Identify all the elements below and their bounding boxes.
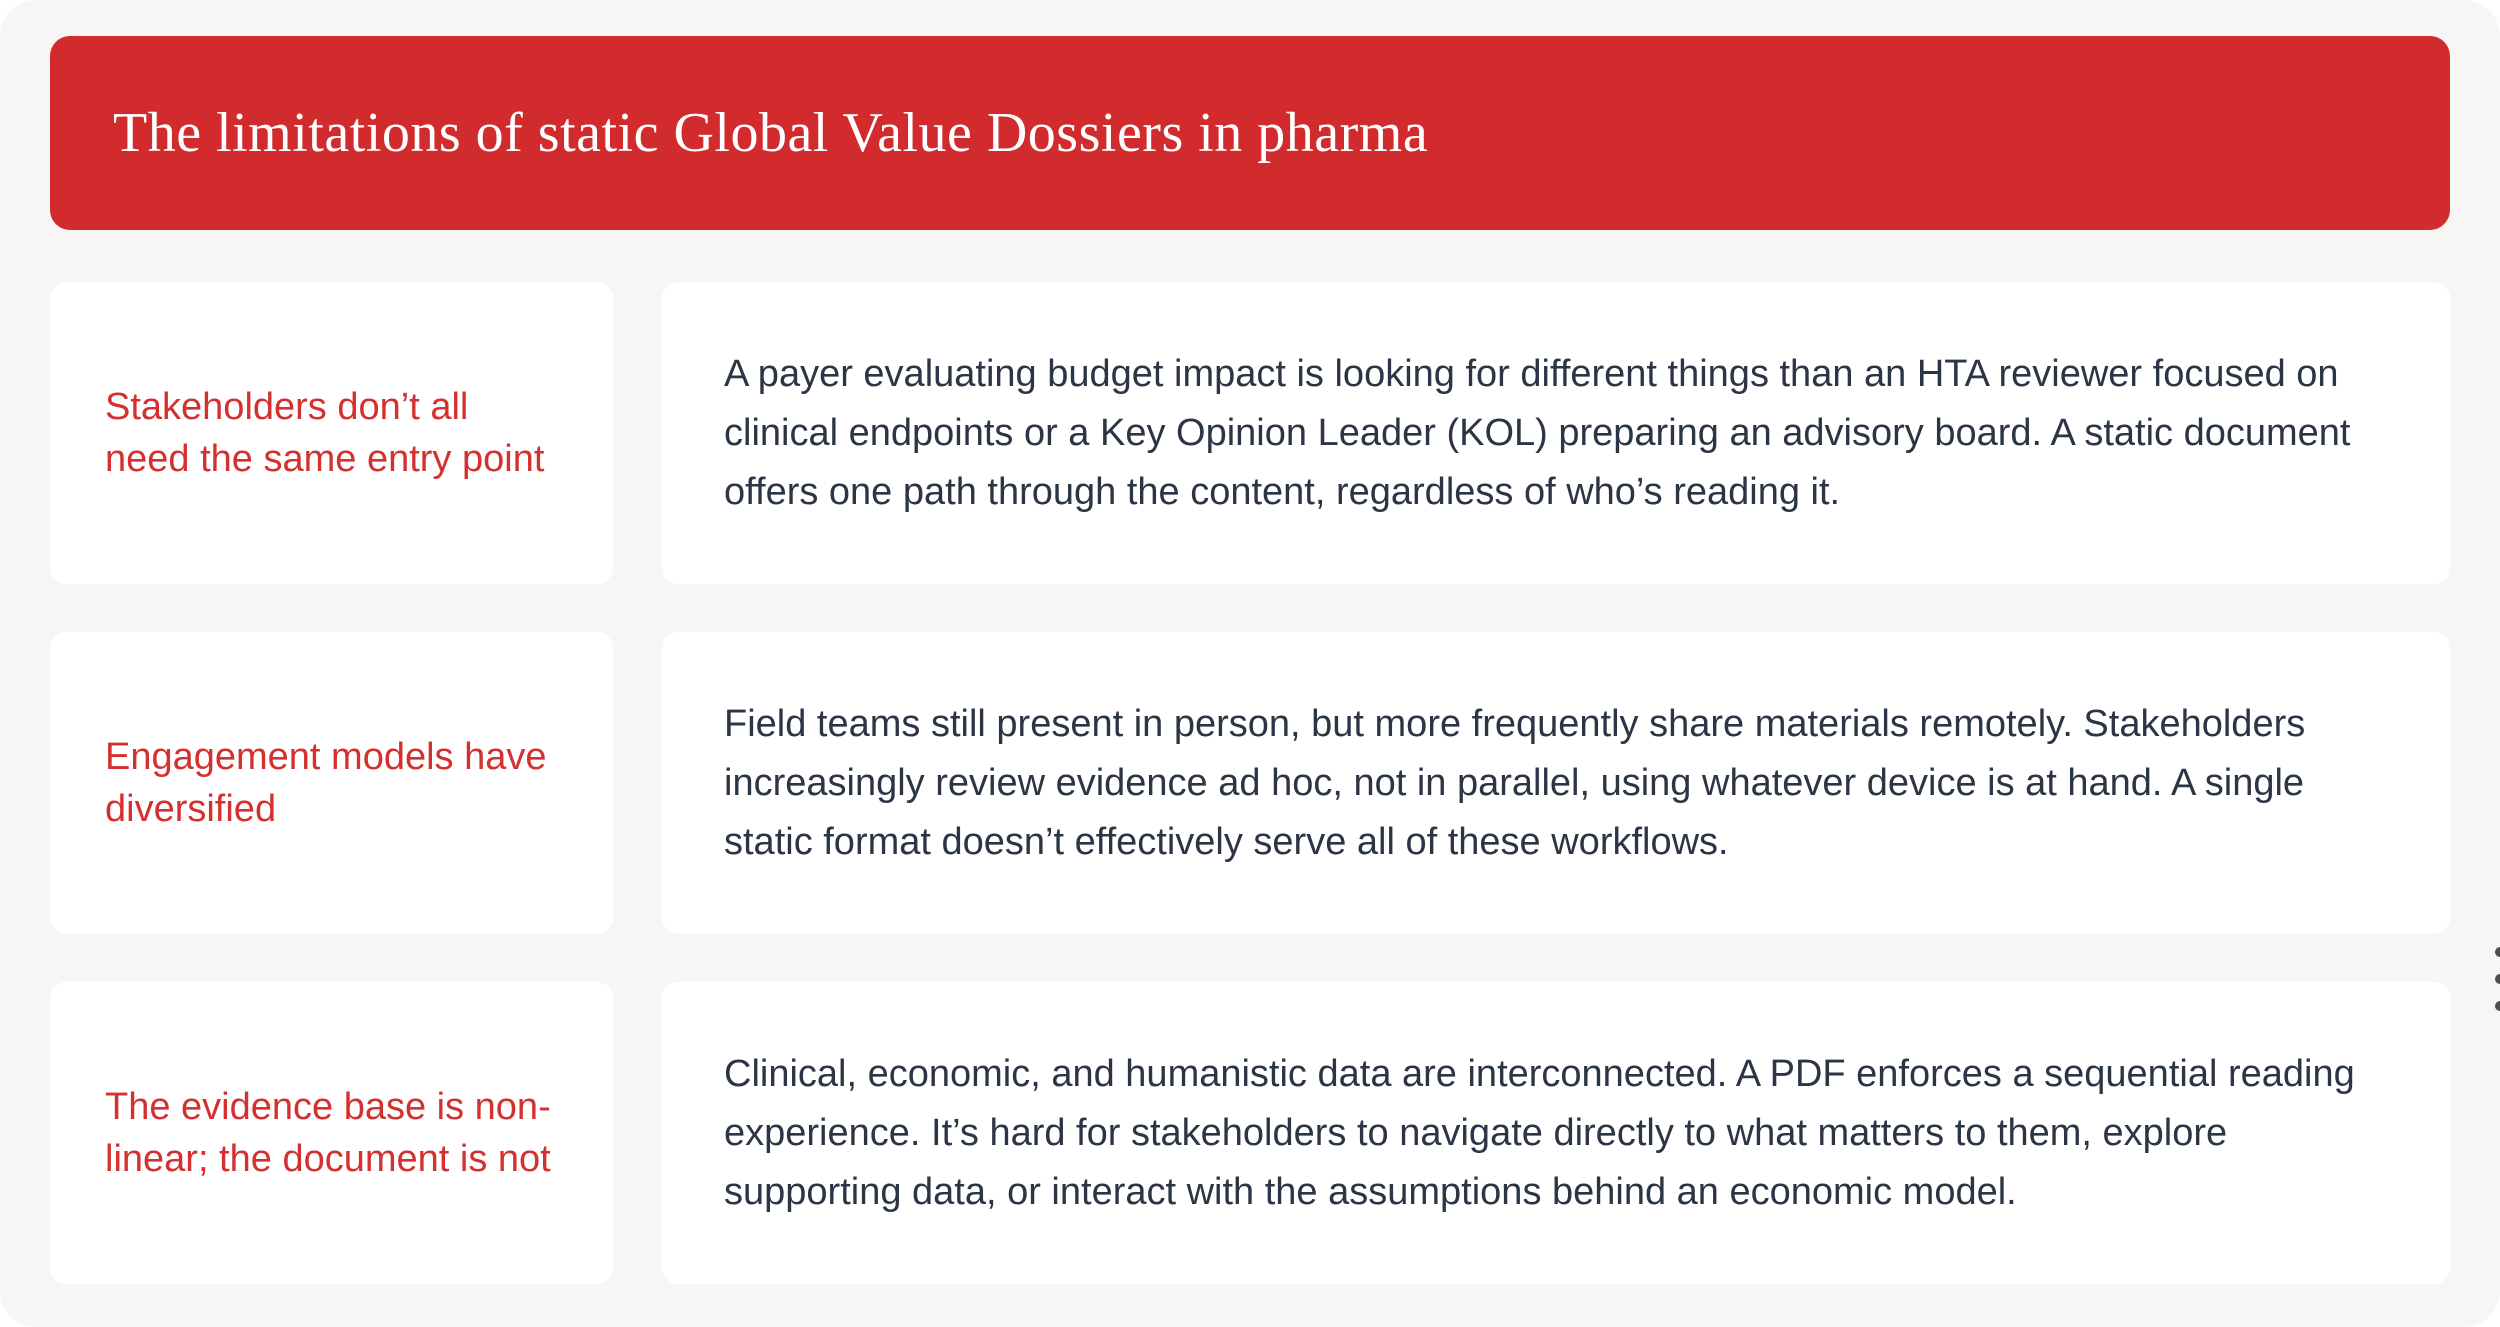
- row-heading: The evidence base is non-linear; the doc…: [105, 1086, 551, 1180]
- kebab-dot: [2495, 1001, 2500, 1011]
- kebab-dot: [2495, 947, 2500, 957]
- row-body-text: Field teams still present in person, but…: [724, 702, 2306, 863]
- list-item: Stakeholders don’t all need the same ent…: [50, 282, 2450, 584]
- row-heading: Stakeholders don’t all need the same ent…: [105, 386, 545, 480]
- row-body-text: A payer evaluating budget impact is look…: [724, 352, 2351, 513]
- row-body-text: Clinical, economic, and humanistic data …: [724, 1052, 2355, 1213]
- kebab-menu-icon[interactable]: [2495, 947, 2500, 1011]
- title-banner: The limitations of static Global Value D…: [50, 36, 2450, 230]
- list-item: The evidence base is non-linear; the doc…: [50, 982, 2450, 1284]
- limitations-list: Stakeholders don’t all need the same ent…: [50, 282, 2450, 1284]
- row-body-card: A payer evaluating budget impact is look…: [662, 282, 2450, 584]
- kebab-dot: [2495, 974, 2500, 984]
- page-title: The limitations of static Global Value D…: [113, 102, 1429, 164]
- row-heading: Engagement models have diversified: [105, 736, 547, 830]
- row-heading-card: Stakeholders don’t all need the same ent…: [50, 282, 613, 584]
- row-heading-card: The evidence base is non-linear; the doc…: [50, 982, 613, 1284]
- row-body-card: Field teams still present in person, but…: [662, 632, 2450, 934]
- row-body-card: Clinical, economic, and humanistic data …: [662, 982, 2450, 1284]
- row-heading-card: Engagement models have diversified: [50, 632, 613, 934]
- list-item: Engagement models have diversified Field…: [50, 632, 2450, 934]
